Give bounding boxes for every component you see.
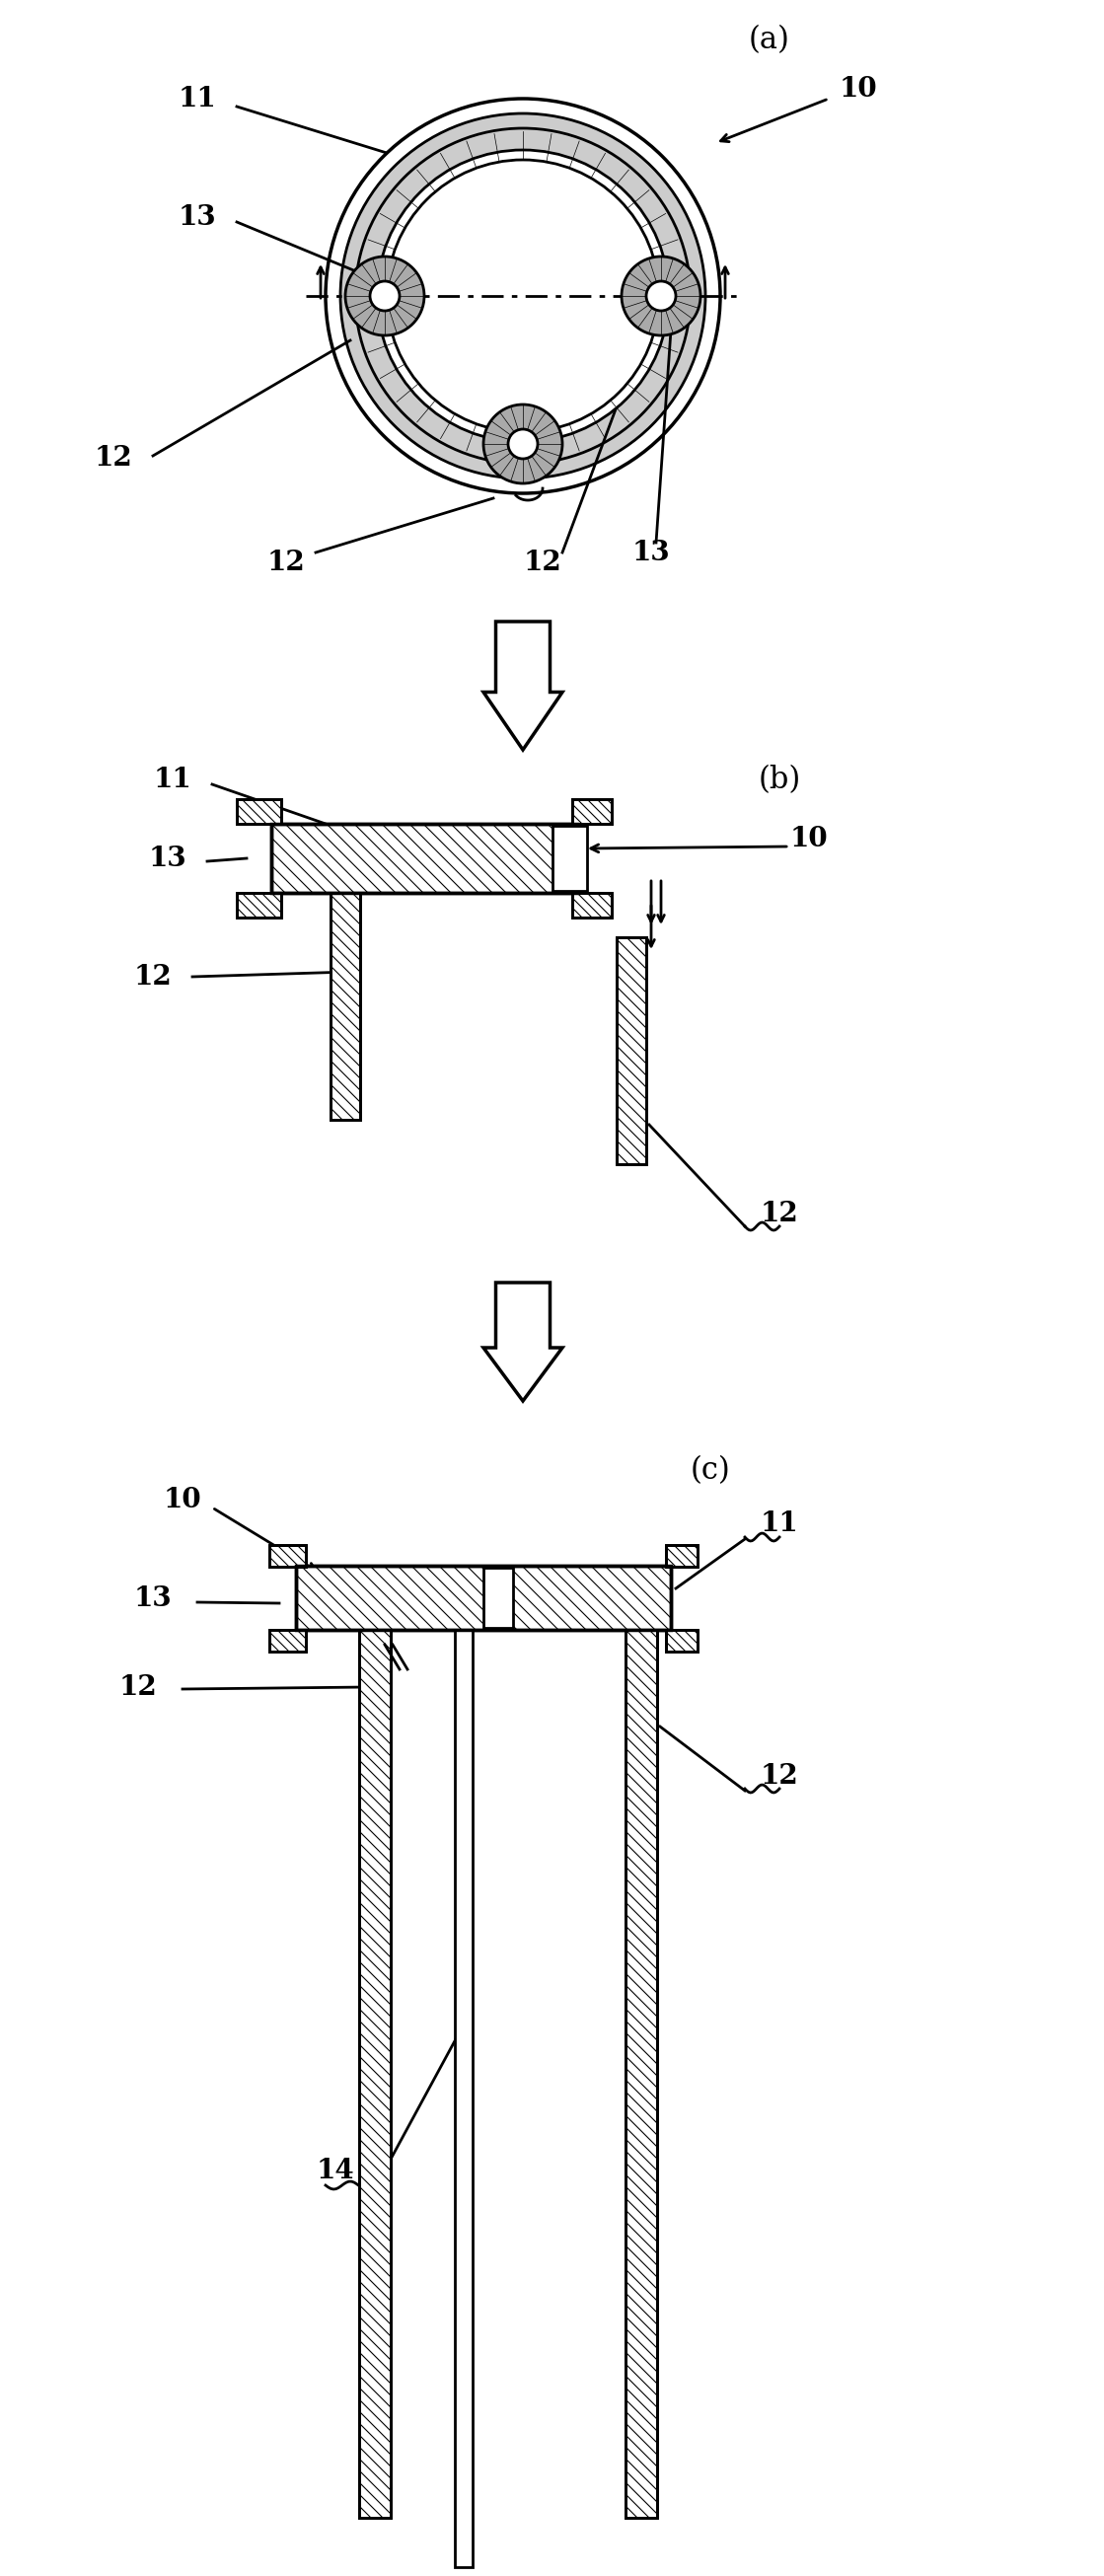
Text: 12: 12 xyxy=(94,446,132,471)
Polygon shape xyxy=(484,1283,562,1401)
Bar xyxy=(617,938,646,1164)
Text: 10: 10 xyxy=(790,824,828,853)
Text: (c): (c) xyxy=(690,1455,731,1486)
Bar xyxy=(359,1631,391,2517)
Text: (b): (b) xyxy=(758,765,800,796)
Bar xyxy=(236,894,282,917)
Text: 13: 13 xyxy=(633,538,670,567)
Text: 12: 12 xyxy=(761,1762,798,1790)
Circle shape xyxy=(508,430,538,459)
Text: 12: 12 xyxy=(523,549,562,574)
Text: 13: 13 xyxy=(134,1584,172,1613)
Bar xyxy=(330,894,360,1121)
Bar xyxy=(269,1631,306,1651)
Bar xyxy=(236,799,282,824)
Bar xyxy=(626,1631,657,2517)
Text: 13: 13 xyxy=(178,204,216,229)
Circle shape xyxy=(484,404,562,484)
Text: 12: 12 xyxy=(119,1674,157,1700)
Bar xyxy=(666,1546,698,1566)
Bar xyxy=(572,799,612,824)
Text: 12: 12 xyxy=(267,549,305,574)
Bar xyxy=(572,894,612,917)
Bar xyxy=(269,1631,306,1651)
Bar xyxy=(484,1569,513,1628)
Bar xyxy=(330,894,360,1121)
Bar xyxy=(552,827,587,891)
Circle shape xyxy=(370,281,400,312)
Bar xyxy=(269,1546,306,1566)
Bar xyxy=(359,1631,391,2517)
Text: 10: 10 xyxy=(839,75,878,103)
Bar xyxy=(572,799,612,824)
Bar xyxy=(269,1546,306,1566)
Text: 11: 11 xyxy=(153,765,192,793)
Bar xyxy=(272,824,577,894)
Polygon shape xyxy=(484,621,562,750)
Text: 14: 14 xyxy=(317,2156,354,2184)
Bar xyxy=(236,799,282,824)
Bar xyxy=(666,1546,698,1566)
Text: 11: 11 xyxy=(178,85,216,111)
Bar xyxy=(272,824,577,894)
Text: 10: 10 xyxy=(163,1486,202,1512)
Text: 12: 12 xyxy=(134,963,172,989)
Bar xyxy=(296,1566,671,1631)
Text: (a): (a) xyxy=(749,26,790,54)
Circle shape xyxy=(646,281,676,312)
Bar xyxy=(617,938,646,1164)
Text: 13: 13 xyxy=(149,845,187,871)
Bar xyxy=(236,894,282,917)
Circle shape xyxy=(376,149,669,443)
Bar xyxy=(455,1631,473,2568)
Circle shape xyxy=(340,113,705,479)
Bar xyxy=(296,1566,671,1631)
Bar xyxy=(626,1631,657,2517)
Bar xyxy=(572,894,612,917)
Circle shape xyxy=(622,258,700,335)
Text: 12: 12 xyxy=(761,1200,798,1226)
Bar xyxy=(666,1631,698,1651)
Bar xyxy=(666,1631,698,1651)
Circle shape xyxy=(346,258,424,335)
Text: 11: 11 xyxy=(761,1512,798,1538)
